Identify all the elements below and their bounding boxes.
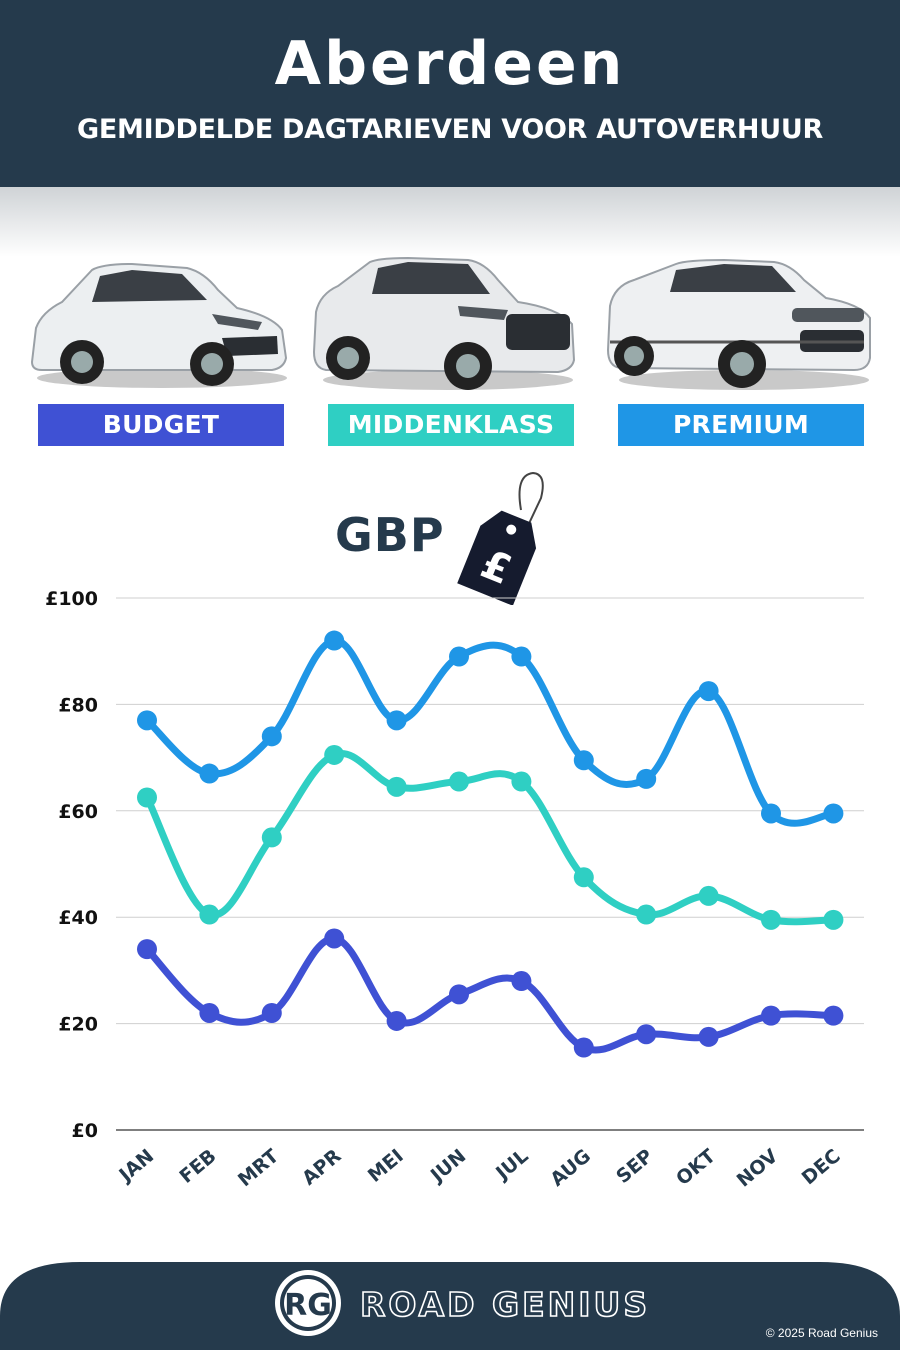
data-point	[573, 750, 594, 771]
data-point	[573, 867, 594, 888]
data-point	[823, 803, 844, 824]
data-point	[511, 971, 532, 992]
data-point	[698, 1026, 719, 1047]
data-point	[199, 763, 220, 784]
data-point	[386, 710, 407, 731]
brand-name: ROAD GENIUS	[360, 1285, 650, 1324]
series-line	[143, 934, 837, 1054]
data-point	[137, 710, 157, 731]
x-tick-label: APR	[298, 1145, 346, 1190]
currency-label: GBP	[335, 508, 445, 562]
data-point	[449, 646, 469, 667]
x-tick-label: MRT	[234, 1145, 283, 1191]
y-tick-label: £0	[72, 1120, 98, 1142]
x-tick-label: DEC	[798, 1145, 845, 1189]
header: Aberdeen GEMIDDELDE DAGTARIEVEN VOOR AUT…	[0, 0, 900, 187]
page-subtitle: GEMIDDELDE DAGTARIEVEN VOOR AUTOVERHUUR	[77, 114, 823, 145]
header-shadow	[0, 187, 900, 257]
data-point	[636, 768, 657, 789]
y-tick-label: £60	[58, 801, 98, 823]
data-point	[573, 1037, 594, 1058]
series-line	[143, 637, 837, 827]
data-point	[449, 984, 469, 1005]
y-tick-label: £100	[45, 588, 98, 610]
badge-budget: BUDGET	[38, 404, 284, 446]
line-chart: £0 £20 £40 £60 £80 £100 JAN FEB MRT APR MEI JUN JUL…	[45, 588, 864, 1192]
page-title: Aberdeen	[274, 29, 626, 99]
data-point	[137, 939, 157, 960]
data-point	[261, 1002, 282, 1023]
data-point	[698, 885, 719, 906]
data-point	[449, 771, 469, 792]
data-point	[698, 681, 719, 702]
x-tick-label: JUN	[425, 1145, 470, 1188]
budget-car-icon	[30, 262, 288, 388]
data-point	[823, 909, 844, 930]
y-tick-label: £40	[58, 907, 98, 929]
data-point	[386, 776, 407, 797]
data-point	[761, 803, 781, 824]
data-point	[823, 1005, 844, 1026]
data-point	[761, 909, 781, 930]
x-tick-label: FEB	[175, 1145, 220, 1188]
data-point	[261, 726, 282, 747]
data-point	[386, 1010, 407, 1031]
x-tick-label: JUL	[490, 1145, 532, 1185]
data-point	[137, 787, 157, 808]
x-tick-label: JAN	[114, 1145, 159, 1187]
data-point	[199, 904, 220, 925]
copyright: © 2025 Road Genius	[765, 1326, 878, 1340]
data-point	[199, 1002, 220, 1023]
footer: RG ROAD GENIUS	[0, 1262, 900, 1350]
badge-premium: PREMIUM	[618, 404, 864, 446]
y-tick-label: £20	[58, 1014, 98, 1036]
premium-car-icon	[606, 258, 871, 390]
data-point	[324, 928, 345, 949]
data-point	[511, 646, 532, 667]
data-point	[761, 1005, 781, 1026]
midsize-car-icon	[312, 256, 576, 390]
price-tag-icon: £	[457, 471, 544, 605]
data-point	[261, 827, 282, 848]
data-point	[324, 630, 345, 651]
x-tick-label: SEP	[612, 1145, 657, 1188]
x-tick-label: NOV	[733, 1145, 783, 1192]
series-line	[143, 750, 837, 926]
x-tick-label: OKT	[672, 1145, 720, 1190]
logo-initials: RG	[284, 1288, 332, 1323]
badge-midsize: MIDDENKLASS	[328, 404, 574, 446]
data-point	[636, 1024, 657, 1045]
x-tick-label: AUG	[546, 1145, 595, 1191]
x-tick-label: MEI	[364, 1145, 408, 1187]
data-point	[636, 904, 657, 925]
y-tick-label: £80	[58, 694, 98, 716]
data-point	[511, 771, 532, 792]
data-point	[324, 744, 345, 765]
